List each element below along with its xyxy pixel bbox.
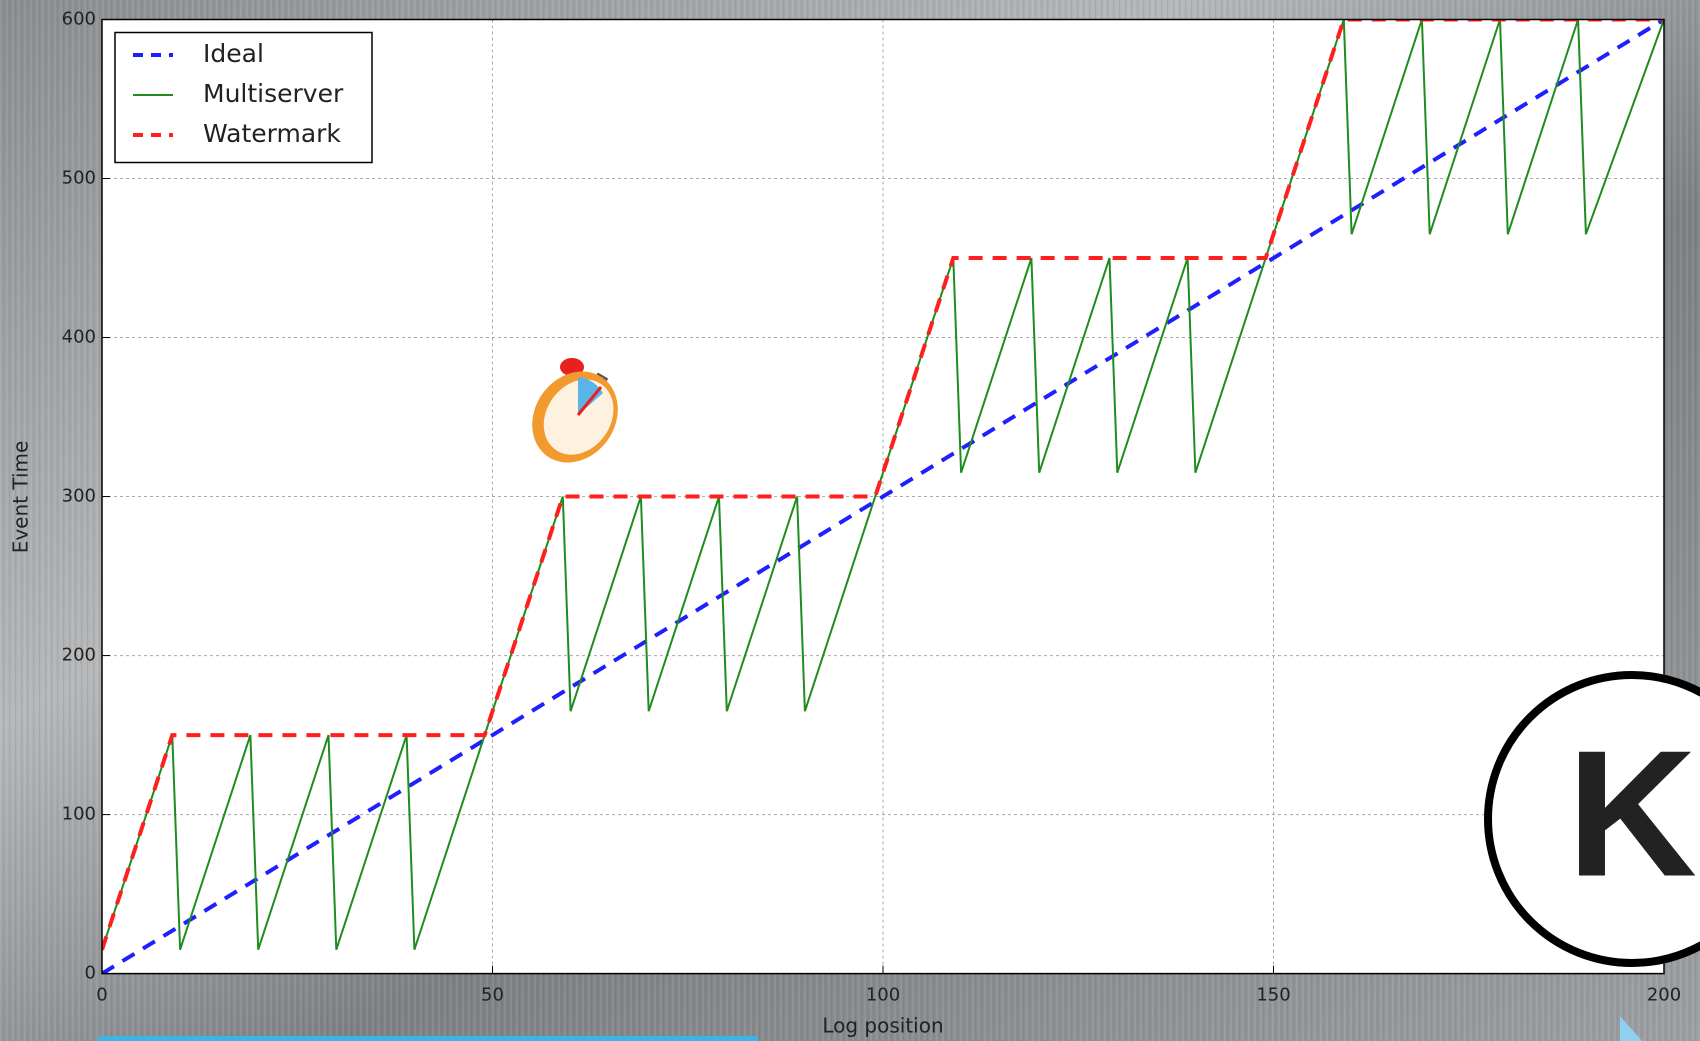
y-tick-label: 400 bbox=[62, 327, 96, 348]
x-tick-label: 0 bbox=[96, 985, 107, 1006]
legend-label: Ideal bbox=[203, 39, 264, 68]
series-line bbox=[102, 19, 1664, 951]
stopwatch-icon bbox=[532, 358, 618, 463]
legend-label: Multiserver bbox=[203, 79, 344, 108]
series-line bbox=[102, 19, 1664, 951]
y-tick-label: 600 bbox=[62, 9, 96, 30]
legend: Ideal Multiserver Watermark bbox=[114, 31, 373, 164]
series-line bbox=[102, 19, 1664, 974]
legend-label: Watermark bbox=[203, 119, 341, 148]
logo-letter: K bbox=[1567, 714, 1697, 915]
y-tick-label: 100 bbox=[62, 804, 96, 825]
x-axis-label: Log position bbox=[822, 1014, 943, 1038]
bottom-bar bbox=[98, 1036, 758, 1041]
y-axis-label: Event Time bbox=[9, 441, 33, 554]
axes: 0 100 200 300 400 500 600 0 50 100 150 200 bbox=[62, 9, 1682, 1006]
corner-arrow bbox=[1620, 1016, 1642, 1041]
logo: K bbox=[1484, 671, 1700, 967]
x-tick-label: 50 bbox=[481, 985, 504, 1006]
y-tick-label: 300 bbox=[62, 486, 96, 507]
logo-circle bbox=[1484, 671, 1700, 967]
y-tick-label: 500 bbox=[62, 168, 96, 189]
x-tick-label: 100 bbox=[866, 985, 900, 1006]
y-tick-label: 0 bbox=[85, 963, 96, 984]
lines bbox=[102, 19, 1664, 974]
x-tick-label: 200 bbox=[1647, 985, 1681, 1006]
x-tick-label: 150 bbox=[1256, 985, 1290, 1006]
y-tick-label: 200 bbox=[62, 645, 96, 666]
